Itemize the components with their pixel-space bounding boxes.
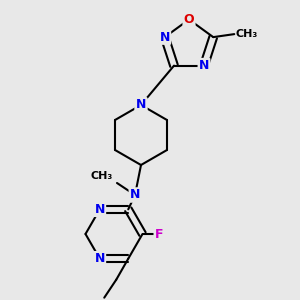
Text: F: F	[155, 227, 163, 241]
Text: CH₃: CH₃	[236, 29, 258, 39]
Text: CH₃: CH₃	[90, 172, 112, 182]
Text: N: N	[94, 252, 105, 265]
Text: N: N	[130, 188, 140, 202]
Text: N: N	[94, 203, 105, 216]
Text: N: N	[136, 98, 146, 112]
Text: N: N	[160, 31, 170, 44]
Text: N: N	[136, 98, 146, 112]
Text: O: O	[184, 13, 194, 26]
Text: N: N	[199, 59, 209, 72]
